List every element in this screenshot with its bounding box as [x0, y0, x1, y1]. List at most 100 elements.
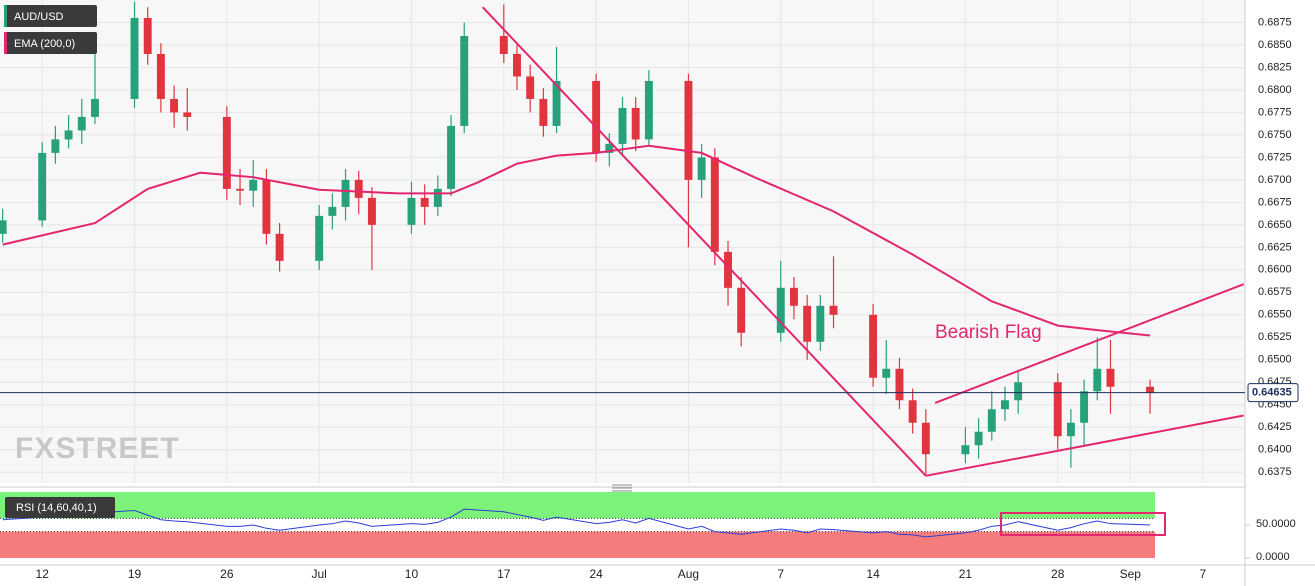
candle-body	[262, 179, 271, 234]
candle-body	[354, 179, 363, 198]
legend-box	[4, 5, 97, 27]
resize-handle[interactable]	[612, 484, 632, 492]
candle-body	[1080, 391, 1089, 423]
candle-body	[460, 35, 469, 126]
candle-body	[236, 188, 244, 191]
x-tick-label: 28	[1051, 567, 1065, 581]
y-tick-label: 0.0000	[1256, 551, 1290, 563]
last-price-label: 0.64635	[1252, 387, 1292, 399]
candle-body	[710, 157, 719, 252]
x-tick-label: 7	[777, 567, 784, 581]
candle-body	[908, 400, 917, 423]
candle-body	[77, 116, 86, 131]
candle-body	[249, 179, 258, 191]
y-tick-label: 0.6600	[1258, 264, 1292, 276]
candle-body	[1146, 386, 1154, 394]
y-tick-label: 0.6825	[1258, 61, 1292, 73]
candle-body	[737, 287, 746, 333]
candle-body	[420, 197, 429, 207]
candle-body	[789, 287, 798, 306]
y-tick-label: 0.6700	[1258, 174, 1292, 186]
candle-body	[684, 80, 693, 180]
y-tick-label: 0.6875	[1258, 16, 1292, 28]
candle-body	[91, 98, 99, 117]
candle-body	[447, 125, 456, 189]
plot-layer: 0.63750.64000.64250.64500.64750.65000.65…	[0, 0, 1299, 581]
x-tick-label: 19	[128, 567, 142, 581]
legend-label: RSI (14,60,40,1)	[16, 502, 97, 514]
candle-body	[130, 17, 139, 99]
candle-body	[51, 139, 60, 153]
candle-body	[592, 80, 601, 153]
candle-body	[961, 445, 970, 455]
candle-body	[644, 80, 653, 140]
oversold-band	[0, 531, 1155, 558]
y-tick-label: 0.6800	[1258, 84, 1292, 96]
trendline	[481, 6, 927, 477]
x-tick-label: 10	[405, 567, 419, 581]
candle-body	[895, 368, 904, 401]
candle-body	[407, 197, 416, 225]
candle-body	[143, 17, 152, 54]
candle-body	[1001, 400, 1009, 410]
y-tick-label: 0.6425	[1258, 421, 1292, 433]
candle-body	[605, 143, 614, 153]
candle-body	[974, 431, 983, 446]
y-tick-label: 0.6525	[1258, 331, 1292, 343]
x-tick-label: 7	[1199, 567, 1206, 581]
y-tick-label: 50.0000	[1256, 518, 1296, 530]
candle-body	[618, 107, 627, 144]
y-tick-label: 0.6650	[1258, 219, 1292, 231]
y-tick-label: 0.6775	[1258, 106, 1292, 118]
x-tick-label: 21	[959, 567, 973, 581]
candle-body	[64, 130, 73, 140]
trendline	[934, 283, 1245, 404]
candle-body	[1066, 422, 1075, 437]
candle-body	[724, 251, 732, 288]
candle-body	[367, 197, 376, 225]
candle-body	[1053, 382, 1062, 437]
candle-body	[1106, 368, 1115, 387]
candle-body	[697, 157, 706, 180]
last-price-box	[1247, 383, 1299, 403]
candle-body	[222, 116, 231, 189]
candle-body	[1014, 382, 1023, 401]
price-axis	[1245, 0, 1315, 586]
x-tick-label: Sep	[1120, 567, 1142, 581]
candle-body	[1093, 368, 1102, 392]
candle-body	[776, 287, 785, 333]
y-tick-label: 0.6550	[1258, 309, 1292, 321]
candle-body	[183, 112, 192, 117]
candle-body	[869, 314, 878, 378]
candle-body	[433, 188, 442, 207]
x-tick-label: Aug	[678, 567, 699, 581]
candle-body	[829, 305, 838, 315]
y-tick-label: 0.6750	[1258, 129, 1292, 141]
candle-body	[170, 98, 179, 113]
x-tick-label: 14	[866, 567, 880, 581]
candle-body	[987, 409, 996, 432]
overbought-band	[0, 492, 1155, 519]
legend: AUD/USD EMA (200,0)	[4, 5, 97, 54]
candle-body	[631, 107, 640, 140]
y-tick-label: 0.6375	[1258, 466, 1292, 478]
x-tick-label: 26	[220, 567, 234, 581]
candle-body	[539, 98, 548, 126]
candle-body	[341, 179, 350, 207]
candle-body	[816, 305, 825, 342]
candle-body	[921, 422, 930, 455]
legend-box	[4, 32, 97, 54]
x-tick-label: 12	[36, 567, 50, 581]
candle-body	[156, 53, 165, 99]
annotation-text: Bearish Flag	[935, 322, 1042, 343]
legend-box	[5, 497, 115, 518]
x-tick-label: Jul	[311, 567, 326, 581]
y-tick-label: 0.6725	[1258, 151, 1292, 163]
candle-body	[0, 220, 7, 234]
legend-label: AUD/USD	[14, 11, 64, 23]
y-tick-label: 0.6675	[1258, 196, 1292, 208]
candle-body	[513, 53, 521, 77]
candle-body	[328, 206, 337, 216]
